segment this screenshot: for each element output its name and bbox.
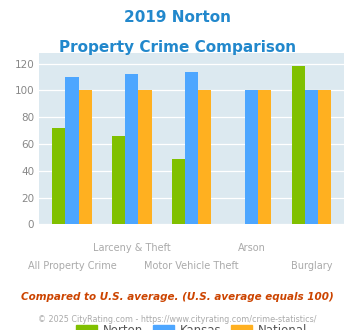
Bar — [318, 90, 331, 224]
Text: All Property Crime: All Property Crime — [28, 261, 116, 271]
Bar — [245, 90, 258, 224]
Text: 2019 Norton: 2019 Norton — [124, 10, 231, 25]
Bar — [112, 136, 125, 224]
Text: Arson: Arson — [237, 243, 266, 252]
Bar — [172, 159, 185, 224]
Bar — [138, 90, 152, 224]
Text: Burglary: Burglary — [291, 261, 332, 271]
Bar — [292, 66, 305, 224]
Text: Motor Vehicle Theft: Motor Vehicle Theft — [144, 261, 239, 271]
Bar — [78, 90, 92, 224]
Bar — [258, 90, 271, 224]
Bar — [125, 74, 138, 224]
Bar — [185, 72, 198, 224]
Bar — [198, 90, 212, 224]
Legend: Norton, Kansas, National: Norton, Kansas, National — [71, 319, 312, 330]
Bar — [52, 128, 65, 224]
Bar — [305, 90, 318, 224]
Text: Larceny & Theft: Larceny & Theft — [93, 243, 171, 252]
Text: Property Crime Comparison: Property Crime Comparison — [59, 40, 296, 54]
Text: Compared to U.S. average. (U.S. average equals 100): Compared to U.S. average. (U.S. average … — [21, 292, 334, 302]
Text: © 2025 CityRating.com - https://www.cityrating.com/crime-statistics/: © 2025 CityRating.com - https://www.city… — [38, 315, 317, 324]
Bar — [65, 77, 78, 224]
